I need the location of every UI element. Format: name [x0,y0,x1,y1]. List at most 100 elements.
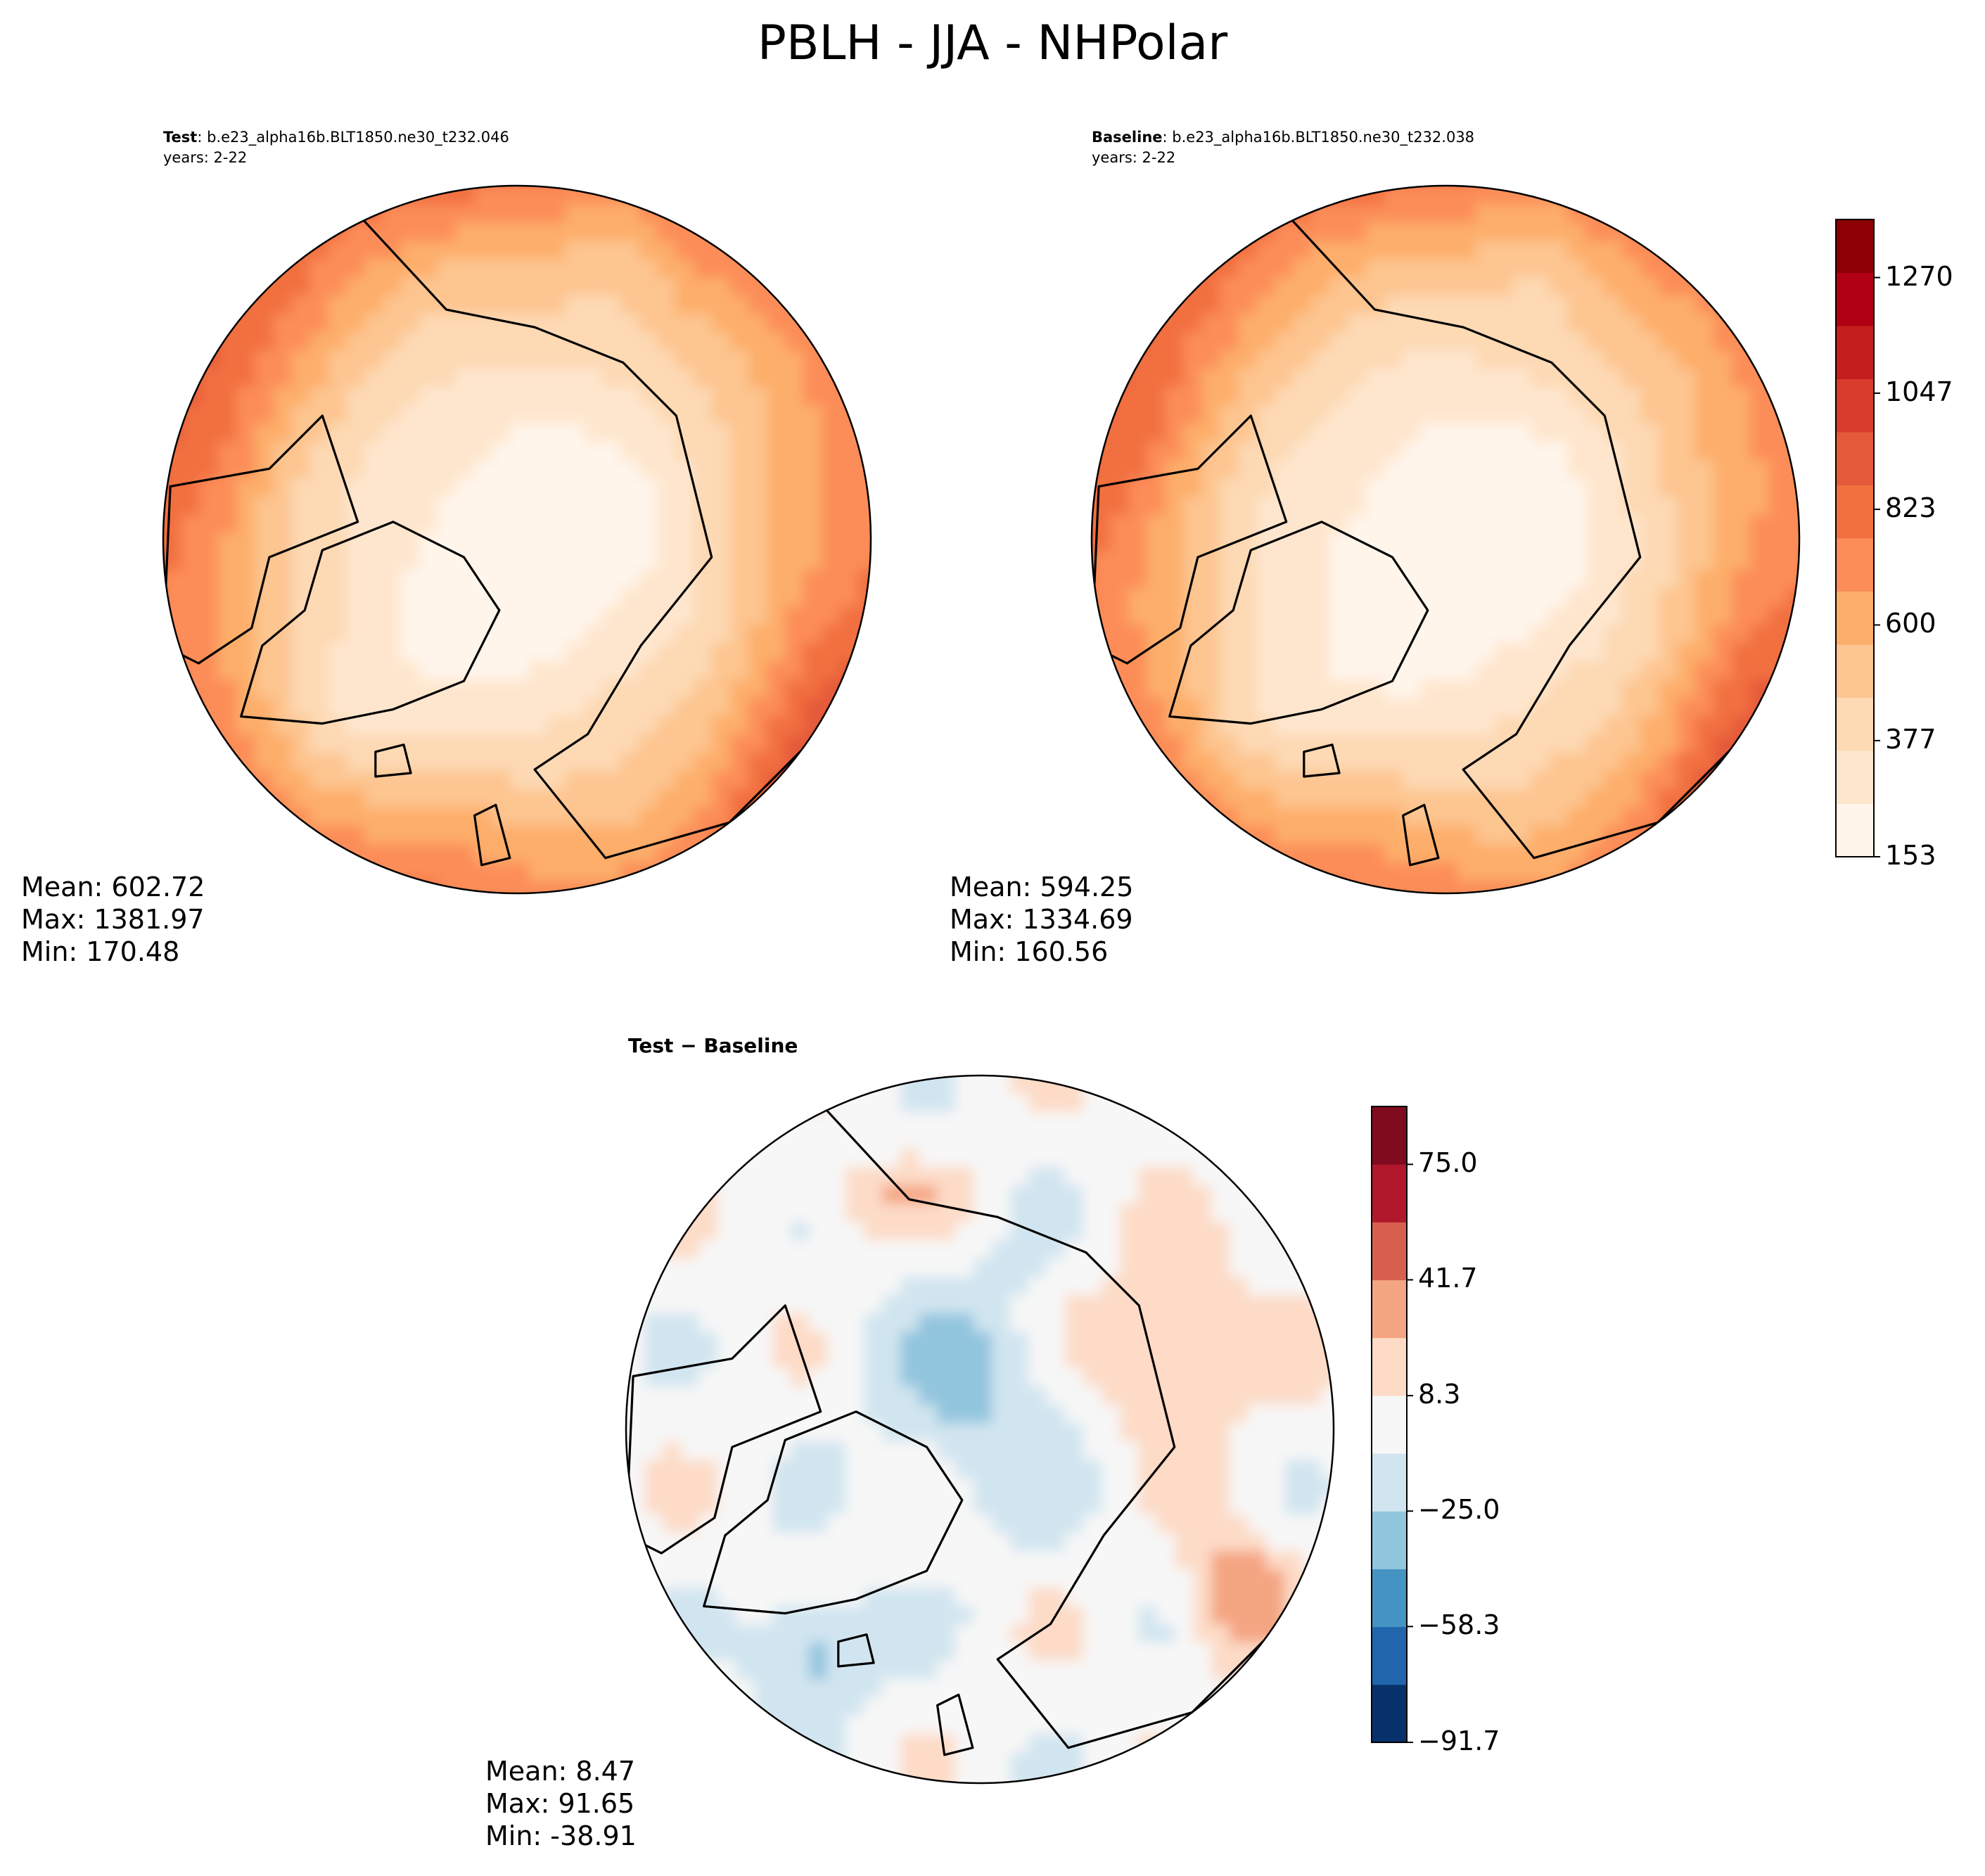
field-cell [785,423,804,442]
field-cell [1284,1697,1303,1716]
field-cell [840,497,859,516]
field-cell [1165,679,1184,698]
field-cell [840,369,859,388]
field-cell [1640,314,1659,333]
field-cell [1311,423,1330,442]
field-cell [511,899,530,918]
field-cell [163,332,182,351]
field-cell [255,515,274,534]
field-cell [1256,606,1275,625]
field-cell [937,1642,956,1661]
field-cell [1156,1350,1175,1369]
field-cell [1147,314,1166,333]
field-cell [1156,1752,1175,1771]
field-cell [791,1588,810,1607]
field-cell [1193,1460,1212,1479]
field-cell [1073,478,1092,497]
field-cell [1010,1752,1029,1771]
field-cell [401,204,420,223]
field-cell [1275,826,1294,845]
field-cell [767,808,786,827]
field-cell [1248,1350,1267,1369]
field-cell [1238,277,1257,296]
field-cell [1175,1642,1194,1661]
field-cell [1512,570,1531,589]
field-cell [1585,771,1604,790]
field-cell [1266,1496,1285,1515]
field-cell [717,1642,736,1661]
field-cell [1348,753,1367,772]
field-cell [858,698,871,717]
field-cell [644,1679,663,1698]
field-cell [419,661,438,680]
field-cell [1238,881,1257,893]
field-cell [1421,881,1440,893]
field-cell [273,862,292,881]
field-cell [1805,387,1824,406]
field-cell [602,899,621,918]
field-cell [1329,625,1348,644]
field-cell [1321,1606,1334,1625]
field-cell [181,753,200,772]
field-cell [822,478,841,497]
field-cell [1073,222,1092,241]
field-cell [900,1240,919,1259]
field-cell [1494,753,1513,772]
field-cell [992,1478,1011,1497]
field-cell [864,1167,883,1186]
field-cell [644,1588,663,1607]
field-cell [822,423,841,442]
field-cell [1293,551,1312,570]
field-cell [900,1222,919,1241]
field-cell [1677,186,1696,205]
field-cell [767,826,786,845]
field-cell [1695,844,1714,863]
field-cell [1604,314,1623,333]
field-cell [529,625,548,644]
field-cell [1303,1185,1322,1204]
field-cell [547,625,566,644]
field-cell [791,1734,810,1753]
field-cell [1713,167,1732,186]
field-cell [1805,881,1824,900]
field-cell [1047,1460,1066,1479]
field-cell [644,1386,663,1405]
field-cell [474,460,493,479]
field-cell [1293,588,1312,607]
field-cell [383,369,402,388]
field-cell [827,1606,846,1625]
field-cell [767,314,786,333]
field-cell [675,332,694,351]
field-cell [1805,423,1824,442]
field-cell [1732,625,1751,644]
field-cell [309,350,328,369]
field-cell [547,698,566,717]
field-cell [1120,1167,1139,1186]
field-cell [1732,661,1751,680]
field-cell [1329,533,1348,552]
field-cell [1549,442,1568,461]
field-cell [699,1350,718,1369]
field-cell [626,1149,627,1168]
field-cell [1339,1204,1358,1223]
field-cell [511,551,530,570]
field-cell [492,643,511,662]
field-cell [273,332,292,351]
field-cell [1677,478,1696,497]
field-cell [1640,551,1659,570]
field-cell [584,661,603,680]
field-cell [529,789,548,808]
field-cell [845,1350,864,1369]
field-cell [1677,405,1696,424]
field-cell [717,1313,736,1332]
field-cell [694,204,713,223]
field-cell [608,1057,627,1076]
field-cell [273,899,292,918]
field-cell [1256,259,1275,278]
field-cell [200,570,219,589]
field-cell [657,551,676,570]
field-cell [1549,350,1568,369]
field-cell [876,497,895,516]
field-cell [1585,167,1604,186]
field-cell [992,1533,1011,1552]
